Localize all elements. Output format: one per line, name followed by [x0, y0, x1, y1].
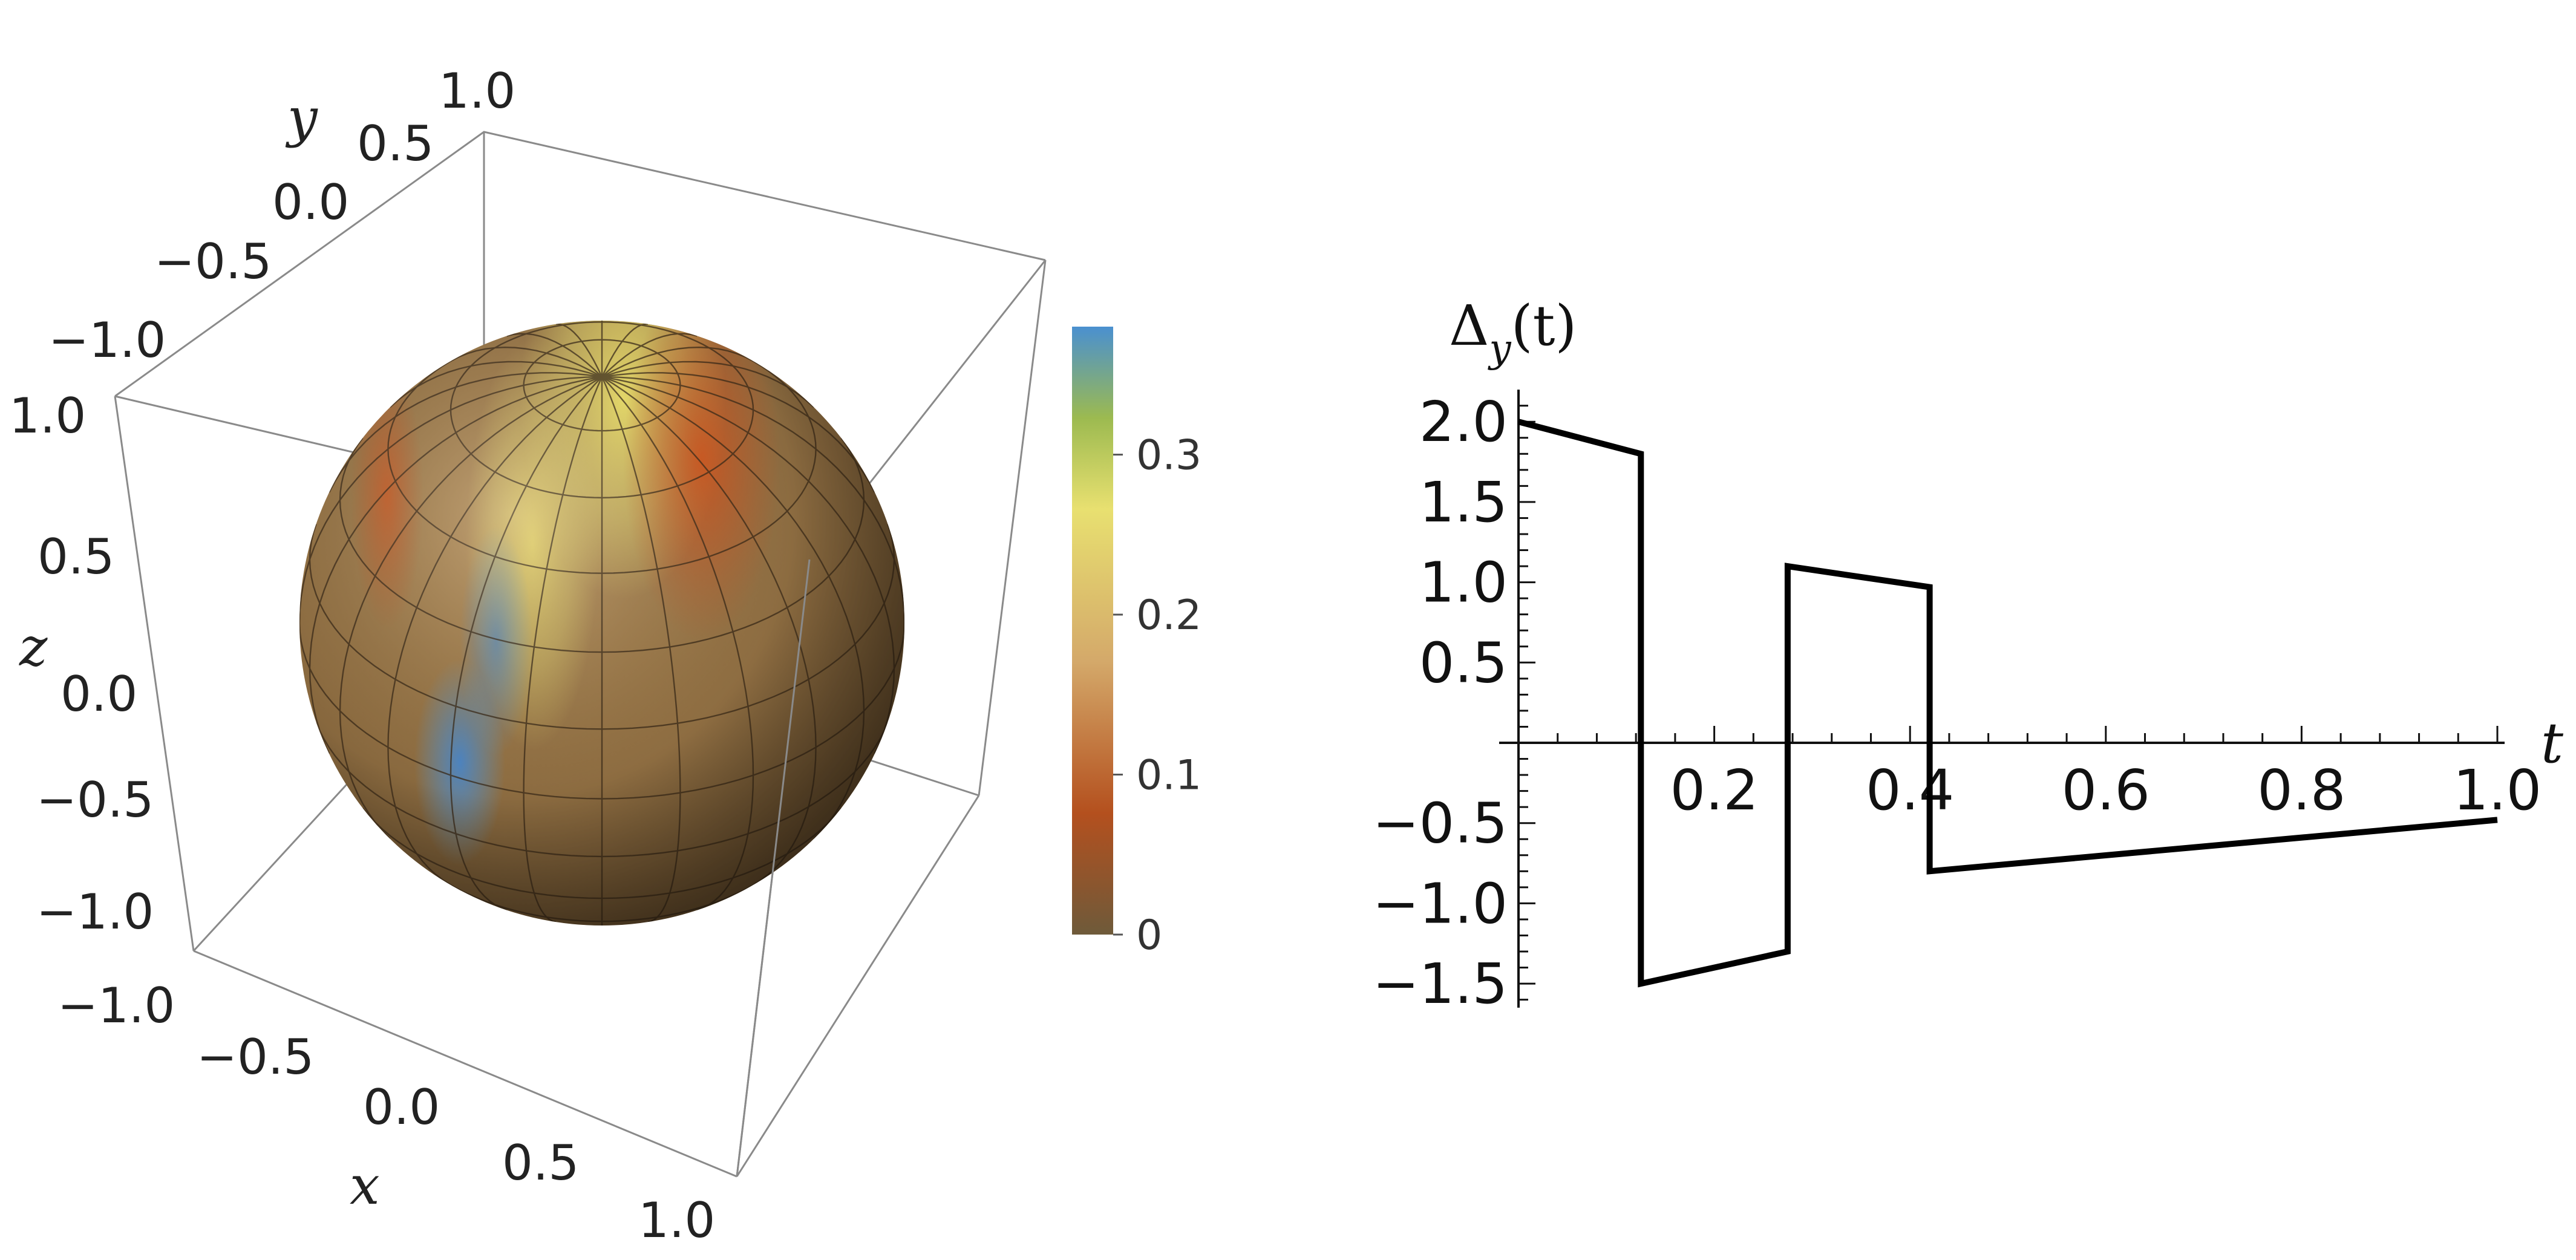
colorbar-tick-label: 0.1: [1136, 752, 1201, 800]
colorbar-tick-label: 0.3: [1136, 432, 1201, 480]
y-tick-label: 0.5: [357, 116, 434, 172]
z-tick-label: 0.5: [38, 529, 114, 585]
y-tick-label: 0.5: [1419, 630, 1508, 695]
x-tick-label: −0.5: [197, 1029, 314, 1085]
y-tick-label: 1.0: [1419, 550, 1508, 615]
x-axis-label: x: [350, 1154, 380, 1216]
sphere-plot-3d: 1.0 0.5 0.0 −0.5 −1.0 y 1.0 0.5 0.0 −0.5…: [9, 63, 1201, 1249]
y-tick-label: 1.5: [1419, 470, 1508, 535]
y-axis-ticks: 1.0 0.5 0.0 −0.5 −1.0 y: [48, 63, 515, 368]
x-axis-label: t: [2541, 711, 2564, 775]
x-tick-label: −1.0: [57, 978, 175, 1034]
x-tick-label: 1.0: [638, 1192, 715, 1249]
x-tick-label: 0.8: [2257, 758, 2346, 823]
x-tick-label: 0.5: [502, 1135, 579, 1191]
bounding-box-front: [736, 559, 811, 1177]
x-tick-label: 0.0: [363, 1079, 440, 1135]
z-tick-label: −1.0: [36, 884, 154, 940]
x-tick-label: 0.6: [2062, 758, 2150, 823]
y-tick-label: −0.5: [1373, 791, 1508, 856]
y-tick-label: 1.0: [439, 63, 515, 119]
x-tick-label: 0.4: [1866, 758, 1954, 823]
delta-y-line-chart: 0.2 0.4 0.6 0.8 1.0−1.5−1.0−0.50.51.01.52.0 …: [1373, 293, 2564, 1016]
colorbar: 0 0.1 0.2 0.3: [1072, 327, 1201, 959]
y-tick-label: −1.0: [1373, 871, 1508, 936]
z-tick-label: 1.0: [9, 388, 86, 444]
colorbar-tick-label: 0: [1136, 912, 1162, 959]
z-axis-ticks: 1.0 0.5 0.0 −0.5 −1.0 z: [9, 388, 154, 940]
series-line: [1517, 419, 2498, 988]
y-tick-label: 0.0: [272, 174, 349, 230]
y-axis-label: Δy(t): [1449, 293, 1577, 371]
x-tick-label: 0.2: [1670, 758, 1758, 823]
x-tick-label: 1.0: [2453, 758, 2542, 823]
sphere-surface: [299, 321, 904, 925]
z-axis-label: z: [19, 616, 48, 678]
x-axis-ticks: −1.0 −0.5 0.0 0.5 1.0 x: [57, 978, 715, 1249]
colorbar-gradient: [1072, 327, 1113, 935]
z-tick-label: 0.0: [60, 666, 137, 722]
y-tick-label: 2.0: [1419, 390, 1508, 454]
y-tick-label: −0.5: [154, 233, 272, 290]
colorbar-tick-label: 0.2: [1136, 592, 1201, 639]
y-axis-label: y: [285, 87, 318, 149]
z-tick-label: −0.5: [36, 772, 154, 828]
y-tick-label: −1.5: [1373, 952, 1508, 1016]
y-tick-label: −1.0: [48, 312, 166, 368]
